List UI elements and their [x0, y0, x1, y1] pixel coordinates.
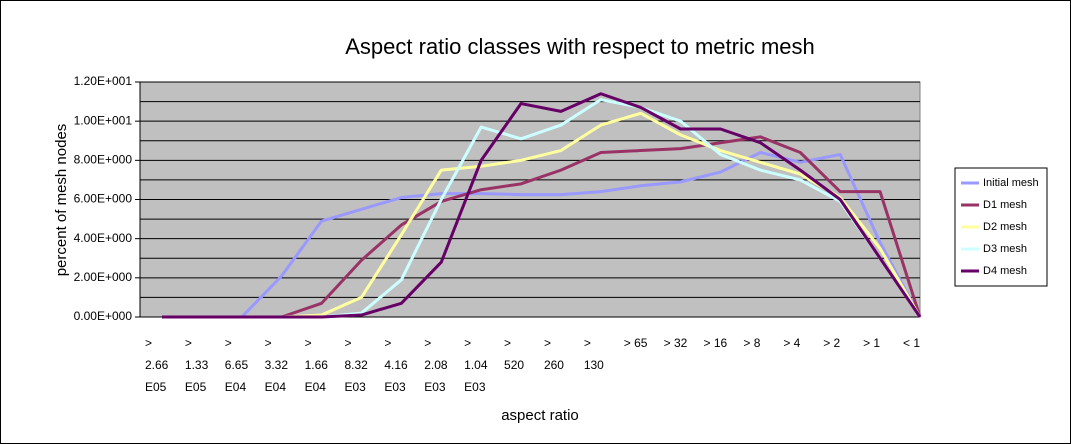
- x-tick-label: > 8: [743, 336, 761, 350]
- x-tick-label: > 4: [783, 336, 801, 350]
- x-tick-label: > 16: [703, 336, 728, 350]
- x-tick-label: > 520: [504, 336, 525, 372]
- x-tick-label: > 2: [823, 336, 841, 350]
- legend-label: Initial mesh: [983, 177, 1039, 189]
- y-axis-label: percent of mesh nodes: [53, 124, 70, 277]
- legend-label: D2 mesh: [983, 221, 1027, 233]
- x-tick-label: > 130: [583, 336, 604, 372]
- x-tick-label: > 65: [623, 336, 648, 350]
- x-tick-label: > 2.66 E05: [145, 336, 169, 394]
- x-tick-label: > 2.08 E03: [424, 336, 448, 394]
- x-tick-label: > 260: [543, 336, 564, 372]
- series-line: [162, 151, 922, 319]
- x-tick-label: > 1.04 E03: [464, 336, 488, 394]
- x-tick-label: > 3.32 E04: [264, 336, 289, 394]
- legend-label: D1 mesh: [983, 199, 1027, 211]
- x-tick-label: > 8.32 E03: [344, 336, 368, 394]
- x-tick-label: < 1: [903, 336, 921, 350]
- x-tick-label: > 6.65 E04: [224, 336, 249, 394]
- y-tick-label: 4.00E+000: [74, 231, 133, 245]
- x-tick-label: > 1.33 E05: [184, 336, 209, 394]
- x-tick-label: > 32: [663, 336, 688, 350]
- x-tick-label: > 1.66 E04: [304, 336, 328, 394]
- y-tick-label: 8.00E+000: [74, 153, 133, 167]
- y-tick-label: 1.00E+001: [74, 113, 133, 127]
- legend-label: D3 mesh: [983, 243, 1027, 255]
- y-tick-label: 2.00E+000: [74, 270, 133, 284]
- legend-label: D4 mesh: [983, 265, 1027, 277]
- y-tick-label: 1.20E+001: [74, 74, 133, 88]
- x-tick-label: > 4.16 E03: [384, 336, 408, 394]
- x-axis-label: aspect ratio: [501, 407, 579, 424]
- chart-title: Aspect ratio classes with respect to met…: [345, 34, 815, 59]
- y-tick-label: 0.00E+000: [74, 309, 133, 323]
- y-tick-label: 6.00E+000: [74, 192, 133, 206]
- series-line: [162, 92, 922, 319]
- series-line: [162, 135, 922, 319]
- x-tick-label: > 1: [863, 336, 881, 350]
